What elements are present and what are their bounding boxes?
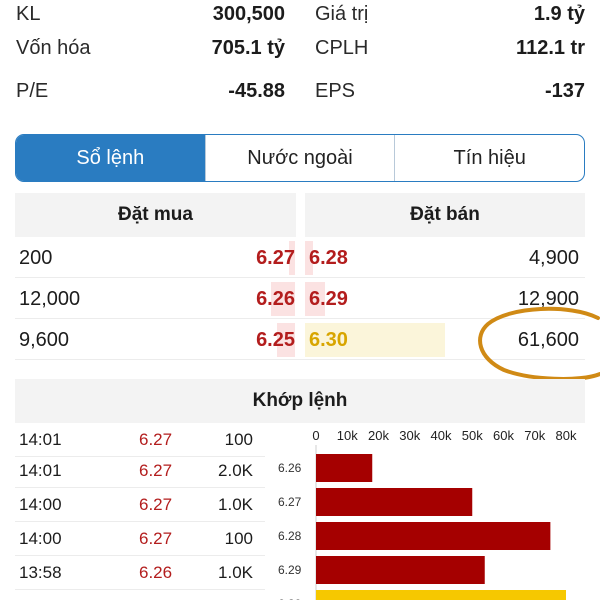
matched-row: 14:01 6.27 100 [15,423,265,457]
stat-value-shares: 112.1 tr [516,37,585,59]
match-time: 14:01 [19,461,62,480]
orderbook-row[interactable]: 12,000 6.26 6.29 12,900 [15,279,585,319]
stat-value-pe: -45.88 [228,80,285,102]
orderbook-row[interactable]: 9,600 6.25 6.30 61,600 [15,320,585,360]
stat-label-volume: KL [16,3,41,25]
match-volume: 100 [224,430,253,449]
matched-row: 14:00 6.27 100 [15,522,265,556]
tab-order-book[interactable]: Sổ lệnh [16,135,205,181]
buy-price[interactable]: 6.25 [256,328,295,351]
stat-value-volume: 300,500 [212,3,285,25]
match-time: 14:00 [19,495,62,514]
tab-foreign[interactable]: Nước ngoài [204,135,395,181]
matched-header: Khớp lệnh [15,379,585,423]
match-price: 6.27 [139,430,173,449]
x-tick-label: 0 [312,428,319,443]
stat-value-eps: -137 [544,80,585,102]
sell-depth-bar [305,282,325,316]
x-tick-label: 20k [368,428,389,443]
buy-price[interactable]: 6.27 [256,246,295,269]
volume-bar [316,590,566,600]
match-time: 13:58 [19,563,62,582]
circle-annotation-icon [478,306,600,381]
sell-volume: 61,600 [517,328,579,351]
x-tick-label: 70k [524,428,545,443]
match-price: 6.27 [139,529,173,548]
stat-value-market-cap: 705.1 tỷ [211,37,285,59]
x-tick-label: 10k [337,428,358,443]
category-label: 6.29 [278,563,302,577]
sell-depth-bar [305,241,313,275]
stat-row: Vốn hóa 705.1 tỷ CPLH 112.1 tr [0,37,600,67]
match-volume: 100 [224,529,253,548]
match-volume: 1.0K [218,563,253,582]
matched-row: 14:00 6.27 1.0K [15,488,265,522]
stat-label-pe: P/E [16,80,49,102]
buy-volume: 12,000 [19,287,81,310]
buy-depth-bar [277,323,295,357]
sell-price[interactable]: 6.28 [309,246,348,269]
buy-price[interactable]: 6.26 [256,287,295,310]
volume-bar [316,488,473,516]
volume-by-price-chart: 0 10k 20k 30k 40k 50k 60k 70k 80k 6.26 6.27 6.28 6.2… [278,428,577,600]
tab-signals[interactable]: Tín hiệu [394,135,584,181]
stock-stats: KL 300,500 Giá trị 1.9 tỷ Vốn hóa 705.1 … [0,0,600,118]
sell-depth-bar [305,323,445,357]
x-tick-label: 60k [493,428,514,443]
match-volume: 2.0K [218,461,253,480]
category-label: 6.30 [278,597,302,600]
matched-row: 14:01 6.27 2.0K [15,454,265,488]
stat-label-value: Giá trị [315,3,369,25]
match-time: 14:01 [19,430,62,449]
stat-label-market-cap: Vốn hóa [16,37,91,59]
tab-bar: Sổ lệnh Nước ngoài Tín hiệu [15,134,585,182]
stat-value-value: 1.9 tỷ [533,3,585,25]
match-price: 6.27 [139,461,173,480]
x-tick-label: 80k [556,428,577,443]
sell-volume: 12,900 [517,287,579,310]
volume-bar [316,556,485,584]
buy-header: Đặt mua [15,193,296,237]
volume-bar [316,522,551,550]
matched-row: 13:58 6.26 1.0K [15,556,265,590]
stat-row: KL 300,500 Giá trị 1.9 tỷ [0,3,600,33]
orderbook-row[interactable]: 200 6.27 6.28 4,900 [15,238,585,278]
x-tick-label: 50k [462,428,483,443]
sell-price[interactable]: 6.29 [309,287,348,310]
buy-depth-bar [271,282,295,316]
match-time: 14:00 [19,529,62,548]
match-price: 6.27 [139,495,173,514]
match-price: 6.26 [139,563,173,582]
stat-label-shares: CPLH [315,37,369,59]
sell-header: Đặt bán [305,193,585,237]
sell-volume: 4,900 [528,246,579,269]
category-label: 6.26 [278,461,302,475]
sell-price[interactable]: 6.30 [309,328,348,351]
stat-label-eps: EPS [315,80,356,102]
volume-bar [316,454,373,482]
x-tick-label: 30k [399,428,420,443]
x-tick-label: 40k [431,428,452,443]
buy-volume: 9,600 [19,328,70,351]
match-volume: 1.0K [218,495,253,514]
category-label: 6.28 [278,529,302,543]
buy-depth-bar [289,241,295,275]
stat-row: P/E -45.88 EPS -137 [0,80,600,110]
category-label: 6.27 [278,495,302,509]
buy-volume: 200 [19,246,53,269]
